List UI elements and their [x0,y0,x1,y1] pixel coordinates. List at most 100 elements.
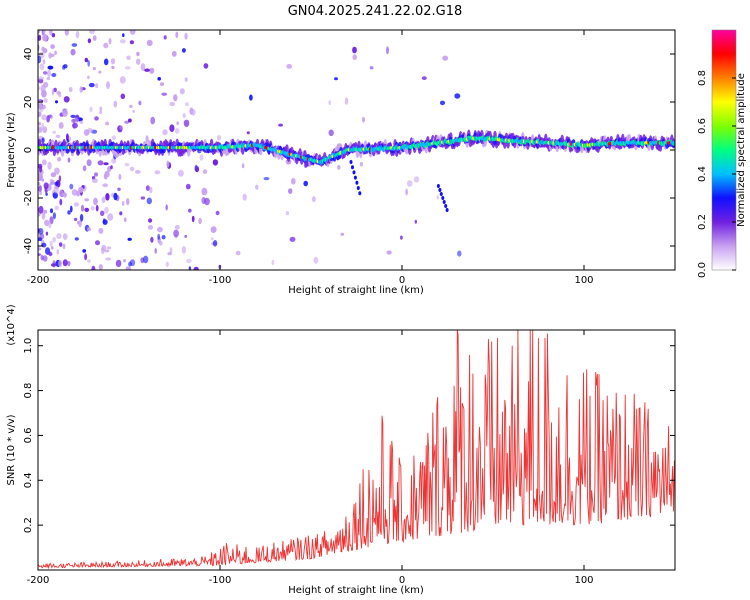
heatmap-noise-cell [167,252,172,256]
heatmap-noise-cell [38,205,44,214]
heatmap-noise-cell [182,113,186,119]
heatmap-noise-cell [41,159,47,166]
heatmap-noise-cell [129,40,134,45]
heatmap-noise-cell [66,139,70,143]
heatmap-noise-cell [87,227,91,232]
heatmap-noise-cell [41,178,45,182]
heatmap-noise-cell [174,127,180,134]
heatmap-noise-cell [48,30,53,35]
heatmap-noise-cell [77,220,80,225]
heatmap-noise-cell [66,133,69,141]
heatmap-noise-cell [39,165,43,173]
heatmap-noise-cell [67,157,71,163]
heatmap-noise-cell [104,249,110,253]
heatmap-noise-cell [165,204,168,211]
heatmap-noise-cell [328,129,334,137]
heatmap-tail-cell [445,208,449,212]
heatmap-noise-cell [203,63,209,69]
heatmap-noise-cell [150,236,154,243]
heatmap-noise-cell [160,82,164,86]
heatmap-noise-cell [102,183,109,188]
colorbar-tick-label: 0.4 [697,166,708,182]
heatmap-noise-cell [198,217,202,225]
heatmap-noise-cell [140,196,146,200]
heatmap-noise-cell [92,35,97,41]
heatmap-noise-cell [361,116,366,123]
heatmap-noise-cell [173,229,180,238]
heatmap-noise-cell [87,38,92,44]
heatmap-noise-cell [58,259,62,267]
heatmap-noise-cell [119,39,126,44]
heatmap-noise-cell [121,200,125,207]
heatmap-noise-cell [91,265,96,270]
heatmap-noise-cell [105,193,110,201]
heatmap-noise-cell [144,68,151,72]
heatmap-noise-cell [421,76,427,80]
heatmap-noise-cell [50,246,54,250]
heatmap-noise-cell [71,118,76,123]
heatmap-noise-cell [47,69,51,77]
heatmap-noise-cell [102,219,108,225]
heatmap-noise-cell [71,43,78,47]
heatmap-noise-cell [72,122,78,129]
y-tick-label: 40 [23,48,34,61]
heatmap-noise-cell [183,119,190,128]
heatmap-noise-cell [99,106,103,112]
heatmap-noise-cell [62,109,68,117]
heatmap-noise-cell [146,39,153,47]
heatmap-tail-cell [352,170,356,175]
heatmap-noise-cell [290,178,296,185]
snr-y-axis-label: SNR (10 * v/v) [6,414,17,485]
heatmap-noise-cell [289,236,296,242]
heatmap-noise-cell [129,30,136,35]
heatmap-noise-cell [61,192,67,197]
heatmap-noise-cell [119,211,123,216]
heatmap-noise-cell [127,118,132,123]
heatmap-noise-cell [154,248,157,254]
heatmap-noise-cell [311,196,316,203]
y-tick-label: -40 [23,238,34,254]
y-tick-label: 0.2 [23,517,34,533]
heatmap-noise-cell [369,66,374,70]
heatmap-noise-cell [46,76,51,81]
heatmap-noise-cell [185,183,191,190]
heatmap-noise-cell [59,198,63,206]
heatmap-noise-cell [344,97,349,105]
heatmap-noise-cell [303,180,309,187]
heatmap-noise-cell [188,266,192,270]
heatmap-noise-cell [67,210,71,215]
heatmap-noise-cell [110,165,113,170]
heatmap-noise-cell [136,58,141,65]
heatmap-noise-cell [439,100,446,106]
heatmap-noise-cell [56,233,62,240]
heatmap-noise-cell [278,123,283,127]
heatmap-noise-cell [454,93,461,99]
heatmap-tail-cell [439,192,443,196]
heatmap-noise-cell [58,175,62,182]
heatmap-tail-cell [355,180,359,185]
heatmap-noise-cell [126,55,131,61]
heatmap-tail-cell [441,196,445,200]
heatmap-noise-cell [100,210,105,217]
heatmap-noise-cell [288,188,293,195]
heatmap-noise-cell [119,76,126,84]
heatmap-noise-cell [57,157,62,162]
heatmap-noise-cell [59,242,63,247]
heatmap-noise-cell [103,58,109,66]
heatmap-noise-cell [39,191,43,196]
heatmap-noise-cell [38,247,42,251]
x-tick-label: 100 [574,575,593,586]
heatmap-noise-cell [58,91,62,98]
colorbar-tick-label: 0.2 [697,214,708,230]
heatmap-noise-cell [124,120,130,124]
heatmap-noise-cell [175,31,179,38]
heatmap-noise-cell [106,246,112,250]
x-tick-label: 0 [399,575,405,586]
heatmap-noise-cell [41,46,45,52]
snr-series-line [38,330,675,570]
heatmap-noise-cell [154,170,161,175]
heatmap-noise-cell [84,253,87,261]
heatmap-noise-cell [158,240,163,246]
heatmap-noise-cell [400,235,403,240]
heatmap-noise-cell [50,44,55,49]
